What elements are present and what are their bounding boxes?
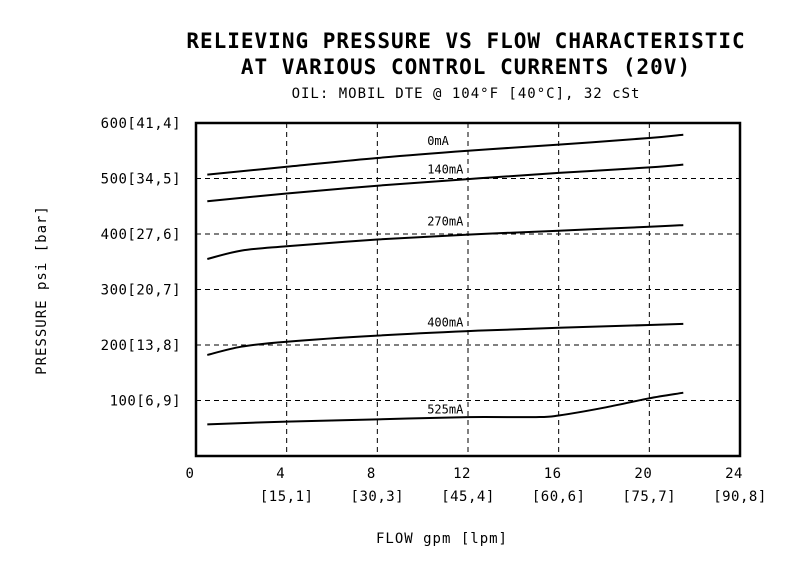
x-tick-label: 8	[367, 466, 376, 482]
series-line-400ma	[207, 322, 684, 356]
x-tick-label: 4	[276, 466, 285, 482]
chart-subtitle: OIL: MOBIL DTE @ 104°F [40°C], 32 cSt	[292, 86, 641, 102]
y-tick-label: 300[20,7]	[101, 283, 181, 299]
y-axis-label: PRESSURE psi [bar]	[34, 205, 50, 375]
series-label-140ma: 140mA	[427, 163, 464, 177]
y-tick-label: 100[6,9]	[110, 394, 181, 410]
x-tick-sublabel: [90,8]	[713, 489, 767, 505]
series-curves	[207, 133, 684, 426]
y-tick-label: 200[13,8]	[101, 338, 181, 354]
series-label-525ma: 525mA	[427, 402, 464, 416]
x-tick-labels: 0 4 [15,1] 8 [30,3] 12 [45,4] 16 [60,6] 20 [75,7] 2…	[186, 466, 767, 505]
x-tick-label: 0	[186, 466, 195, 482]
series-label-400ma: 400mA	[427, 316, 464, 330]
x-tick-sublabel: [30,3]	[351, 489, 405, 505]
y-tick-labels: 100[6,9] 200[13,8] 300[20,7] 400[27,6] 500[3…	[101, 116, 181, 410]
x-tick-label: 12	[453, 466, 471, 482]
x-tick-sublabel: [45,4]	[441, 489, 495, 505]
series-line-270ma	[207, 224, 684, 260]
y-tick-label: 500[34,5]	[101, 172, 181, 188]
x-tick-label: 20	[634, 466, 652, 482]
series-label-270ma: 270mA	[427, 215, 464, 229]
x-tick-label: 24	[725, 466, 743, 482]
x-tick-sublabel: [60,6]	[532, 489, 586, 505]
y-tick-label: 600[41,4]	[101, 116, 181, 132]
series-line-140ma	[207, 163, 684, 203]
x-tick-label: 16	[544, 466, 562, 482]
series-labels: 0mA 140mA 270mA 400mA 525mA	[427, 134, 464, 416]
chart-title-line2: AT VARIOUS CONTROL CURRENTS (20V)	[241, 55, 691, 79]
plot-frame	[194, 121, 742, 458]
x-axis-label: FLOW gpm [lpm]	[376, 531, 508, 547]
chart-title: RELIEVING PRESSURE VS FLOW CHARACTERISTI…	[186, 29, 745, 53]
y-tick-label: 400[27,6]	[101, 227, 181, 243]
series-label-0ma: 0mA	[427, 134, 449, 148]
grid-lines	[196, 123, 740, 456]
x-tick-sublabel: [15,1]	[260, 489, 314, 505]
series-line-525ma	[207, 391, 684, 426]
series-line-0ma	[207, 133, 684, 176]
x-tick-sublabel: [75,7]	[623, 489, 677, 505]
